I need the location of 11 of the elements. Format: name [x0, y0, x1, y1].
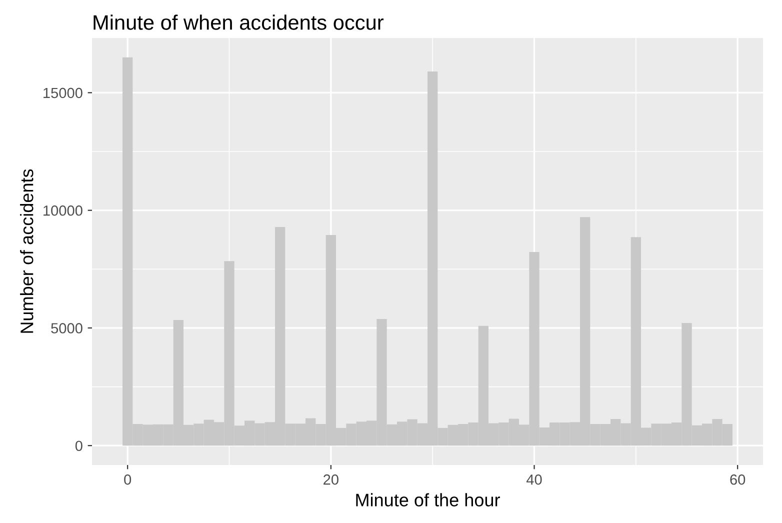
- x-tick-label: 0: [124, 474, 132, 485]
- x-axis-title: Minute of the hour: [356, 493, 500, 506]
- y-tick-label: 10000: [44, 205, 82, 216]
- x-tick-label: 60: [730, 474, 746, 485]
- y-tick-label: 0: [75, 440, 82, 452]
- x-tick-label: 20: [324, 474, 338, 485]
- y-tick-label: 5000: [51, 323, 82, 334]
- x-tick-label: 40: [526, 474, 542, 485]
- y-axis-title: Number of accidents: [20, 169, 34, 333]
- y-tick-label: 15000: [44, 88, 82, 98]
- chart-title: Minute of when accidents occur: [94, 14, 384, 30]
